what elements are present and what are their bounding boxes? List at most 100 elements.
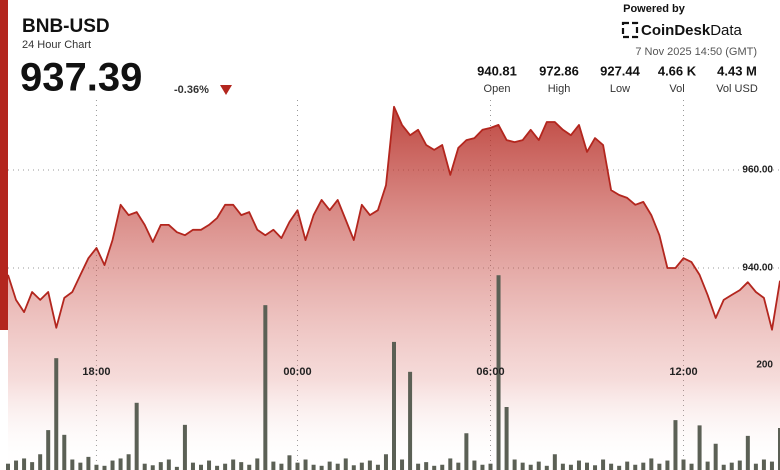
volume-bar [665, 460, 670, 470]
volume-bar [432, 465, 437, 470]
volume-bar [512, 459, 517, 470]
volume-bar [30, 462, 35, 470]
volume-bar [585, 462, 589, 470]
brand-name: CoinDeskData [641, 22, 743, 39]
volume-bar [657, 463, 662, 470]
accent-stripe [0, 0, 8, 330]
volume-bar [6, 463, 10, 470]
volume-bar [496, 275, 501, 470]
volume-bar [400, 459, 405, 470]
volume-bar [649, 458, 654, 470]
volume-bar [633, 464, 638, 470]
volume-bar [560, 463, 565, 470]
stat-value: 4.66 K [658, 63, 697, 78]
volume-bar [150, 465, 155, 470]
volume-bar [383, 454, 388, 470]
x-tick-label: 18:00 [82, 366, 110, 378]
volume-bar [601, 459, 606, 470]
volume-bar [705, 461, 710, 470]
volume-bar [456, 462, 461, 470]
volume-bar [319, 465, 324, 470]
brand-light: Data [710, 22, 742, 39]
volume-bar [721, 464, 726, 470]
volume-bar [536, 461, 541, 470]
volume-bar [367, 460, 372, 470]
volume-bar [673, 420, 678, 470]
volume-bar [408, 371, 413, 470]
volume-bar [440, 464, 445, 470]
y2-tick-label: 200 [756, 360, 773, 371]
volume-bar [617, 465, 622, 470]
volume-bar [271, 461, 276, 470]
volume-bar [593, 465, 598, 470]
brand-logo: CoinDeskData [621, 21, 743, 39]
volume-bar [118, 458, 123, 470]
volume-bar [778, 428, 780, 470]
stat-label: Open [484, 83, 511, 95]
volume-bar [134, 402, 139, 470]
volume-bar [62, 434, 67, 470]
volume-bar [729, 462, 734, 470]
volume-bar [247, 464, 252, 470]
volume-bar [745, 435, 750, 470]
volume-bar [327, 461, 332, 470]
volume-bar [223, 463, 228, 470]
volume-bar [190, 462, 195, 470]
volume-bar [287, 455, 292, 470]
volume-bar [737, 460, 742, 470]
volume-bar [158, 462, 163, 470]
volume-bar [424, 462, 429, 470]
y-tick-label: 960.00 [742, 165, 773, 176]
volume-bar [375, 464, 380, 470]
price-area [8, 106, 780, 470]
volume-bar [568, 464, 573, 470]
volume-bar [126, 454, 131, 470]
volume-bar [488, 463, 493, 470]
volume-bar [351, 465, 356, 470]
volume-bar [761, 459, 766, 470]
volume-bar [576, 460, 581, 470]
stats: 940.81 Open 972.86 High 927.44 Low 4.66 K Vol 4.… [477, 63, 758, 94]
x-tick-label: 12:00 [669, 366, 697, 378]
volume-bar [102, 465, 107, 470]
volume-bar [697, 425, 702, 470]
y-tick-label: 940.00 [742, 263, 773, 274]
volume-bar [110, 460, 115, 470]
volume-bar [464, 433, 469, 470]
volume-bar [166, 459, 171, 470]
volume-bar [504, 407, 509, 470]
volume-bar [231, 459, 236, 470]
stat-value: 4.43 M [717, 63, 757, 78]
volume-bar [46, 430, 51, 470]
volume-bar [215, 465, 220, 470]
volume-bar [174, 466, 179, 470]
volume-bar [713, 443, 718, 470]
volume-bar [681, 459, 686, 470]
stat-value: 972.86 [539, 63, 579, 78]
volume-bar [528, 464, 533, 470]
x-tick-label: 06:00 [476, 366, 504, 378]
volume-bar [753, 463, 758, 470]
volume-bar [38, 454, 43, 470]
volume-bar [641, 462, 646, 470]
stat-label: Low [610, 83, 630, 95]
volume-bar [335, 463, 340, 470]
volume-bar [311, 464, 316, 470]
stat-value: 927.44 [600, 63, 641, 78]
volume-bar [78, 462, 83, 470]
volume-bar [472, 460, 477, 470]
stat-value: 940.81 [477, 63, 517, 78]
volume-bar [54, 358, 59, 470]
volume-bar [625, 461, 630, 470]
volume-bar [769, 461, 774, 470]
volume-bar [303, 459, 308, 470]
volume-bar [552, 454, 557, 470]
volume-bar [295, 462, 300, 470]
volume-bar [22, 458, 27, 470]
stat-label: High [548, 83, 571, 95]
volume-bar [279, 463, 284, 470]
plot-area: 18:00 00:00 06:00 12:00 940.00 960.00 200 [6, 100, 780, 470]
logo-icon [621, 21, 639, 39]
